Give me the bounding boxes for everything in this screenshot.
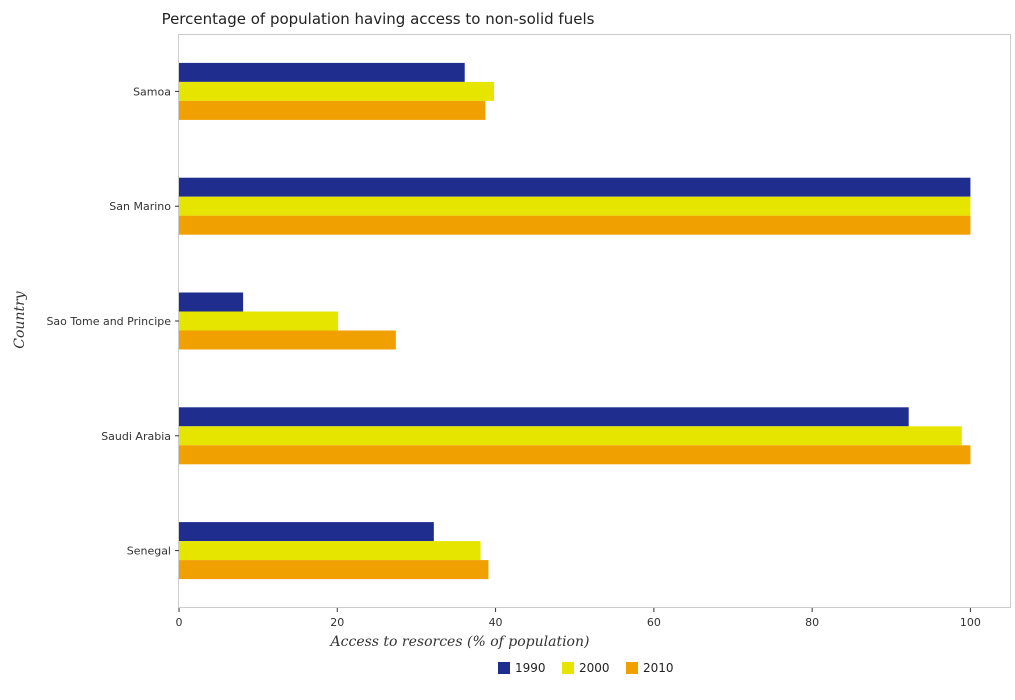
y-tick-label: San Marino (109, 200, 171, 213)
legend: 1990 2000 2010 (498, 661, 674, 675)
x-tick-labels: 0 20 40 60 80 100 (176, 608, 981, 629)
bar-2010-samoa (179, 100, 486, 120)
bar-2000-san-marino (179, 196, 971, 216)
legend-swatch-2010 (626, 662, 638, 674)
legend-label-2010: 2010 (643, 661, 674, 675)
bar-2010-sao-tome-and-principe (179, 330, 396, 350)
bar-1990-sao-tome-and-principe (179, 292, 244, 312)
x-tick-label: 60 (647, 616, 661, 629)
chart-title: Percentage of population having access t… (162, 10, 595, 28)
bar-1990-senegal (179, 522, 434, 542)
bar-1990-saudi-arabia (179, 407, 909, 427)
legend-swatch-2000 (562, 662, 574, 674)
legend-swatch-1990 (498, 662, 510, 674)
bar-2010-saudi-arabia (179, 445, 971, 465)
bar-2000-saudi-arabia (179, 426, 962, 446)
bar-2000-senegal (179, 541, 481, 561)
y-axis-label: Country (12, 290, 28, 348)
y-tick-labels: Samoa San Marino Sao Tome and Principe Saud… (46, 85, 179, 558)
bar-2000-sao-tome-and-principe (179, 311, 339, 331)
y-tick-label: Samoa (133, 85, 171, 98)
x-tick-label: 0 (176, 616, 183, 629)
bar-2000-samoa (179, 81, 494, 101)
legend-label-2000: 2000 (579, 661, 610, 675)
bars-group (179, 62, 971, 580)
bar-2010-san-marino (179, 215, 971, 235)
x-tick-label: 40 (489, 616, 503, 629)
bar-1990-samoa (179, 62, 465, 82)
bar-1990-san-marino (179, 177, 971, 197)
x-axis-label: Access to resorces (% of population) (329, 634, 590, 650)
x-tick-label: 100 (960, 616, 981, 629)
y-tick-label: Senegal (127, 545, 171, 558)
x-tick-label: 20 (330, 616, 344, 629)
bar-2010-senegal (179, 560, 489, 580)
legend-label-1990: 1990 (515, 661, 546, 675)
y-tick-label: Sao Tome and Principe (46, 315, 171, 328)
x-tick-label: 80 (805, 616, 819, 629)
y-tick-label: Saudi Arabia (101, 430, 171, 443)
